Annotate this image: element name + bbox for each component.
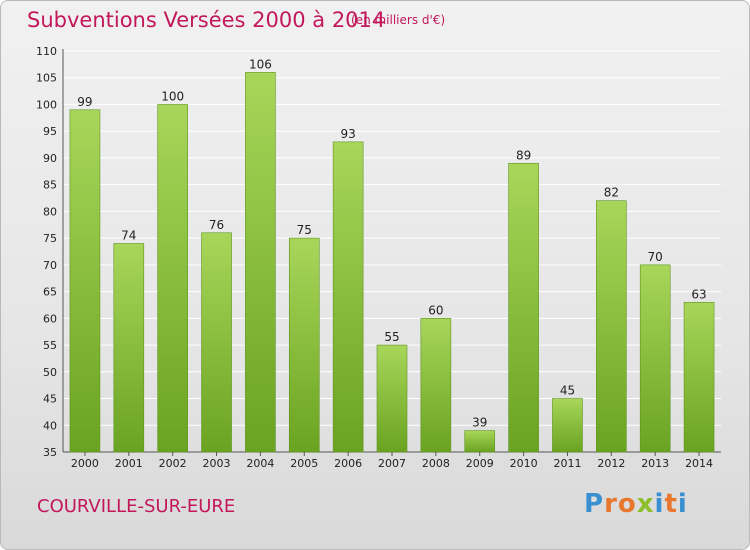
y-tick-label: 100 [36, 98, 57, 111]
logo-letter: P [584, 489, 605, 519]
x-tick-label: 2014 [685, 457, 713, 470]
bar [508, 162, 539, 453]
y-tick-label: 90 [43, 152, 57, 165]
bar [376, 344, 408, 453]
value-label: 70 [648, 250, 663, 264]
value-label: 100 [161, 89, 184, 103]
bar [683, 301, 715, 453]
bar [69, 109, 101, 453]
x-tick-label: 2006 [334, 457, 362, 470]
value-label: 76 [209, 218, 224, 232]
value-label: 106 [249, 57, 272, 71]
x-tick-label: 2004 [246, 457, 274, 470]
y-tick-label: 75 [43, 232, 57, 245]
y-tick-label: 80 [43, 205, 57, 218]
x-tick-label: 2001 [115, 457, 143, 470]
x-tick-label: 2013 [641, 457, 669, 470]
value-label: 74 [121, 228, 136, 242]
value-label: 39 [472, 416, 487, 430]
x-tick-label: 2002 [159, 457, 187, 470]
y-tick-label: 40 [43, 419, 57, 432]
bar [420, 318, 452, 453]
value-label: 63 [691, 287, 706, 301]
y-tick-label: 55 [43, 339, 57, 352]
logo-letter: t [664, 489, 678, 519]
y-tick-label: 105 [36, 72, 57, 85]
chart-subtitle: (en milliers d'€) [351, 13, 446, 27]
value-label: 45 [560, 384, 575, 398]
bar [201, 232, 232, 453]
value-label: 55 [384, 330, 399, 344]
logo-letter: x [636, 489, 655, 519]
value-label: 75 [297, 223, 312, 237]
x-tick-label: 2003 [203, 457, 231, 470]
x-tick-label: 2008 [422, 457, 450, 470]
y-tick-label: 85 [43, 179, 57, 192]
logo-letter: i [654, 489, 665, 519]
logo-letter: i [677, 489, 688, 519]
bar [157, 104, 188, 453]
bar [245, 72, 276, 453]
x-tick-label: 2010 [510, 457, 538, 470]
proxiti-logo[interactable]: Proxiti [584, 489, 688, 519]
bar [596, 200, 627, 453]
value-label: 89 [516, 148, 531, 162]
bar [639, 264, 671, 453]
value-label: 93 [340, 127, 355, 141]
y-tick-label: 50 [43, 366, 57, 379]
y-tick-label: 95 [43, 125, 57, 138]
x-tick-label: 2012 [597, 457, 625, 470]
x-tick-label: 2007 [378, 457, 406, 470]
y-tick-label: 110 [36, 45, 57, 58]
chart-title: Subventions Versées 2000 à 2014 [27, 8, 386, 32]
bar [464, 430, 496, 453]
y-tick-label: 35 [43, 446, 57, 459]
y-tick-label: 60 [43, 312, 57, 325]
value-label: 82 [604, 186, 619, 200]
bar [332, 141, 364, 453]
bar [113, 243, 145, 453]
value-label: 99 [77, 95, 92, 109]
logo-letter: r [604, 489, 618, 519]
x-tick-label: 2009 [466, 457, 494, 470]
x-tick-label: 2011 [553, 457, 581, 470]
value-label: 60 [428, 303, 443, 317]
y-tick-label: 65 [43, 286, 57, 299]
y-tick-label: 45 [43, 393, 57, 406]
logo-letter: o [617, 489, 637, 519]
bar [288, 237, 320, 453]
x-tick-label: 2005 [290, 457, 318, 470]
x-tick-label: 2000 [71, 457, 99, 470]
place-name: COURVILLE-SUR-EURE [37, 496, 236, 517]
bar [552, 398, 583, 453]
y-tick-label: 70 [43, 259, 57, 272]
